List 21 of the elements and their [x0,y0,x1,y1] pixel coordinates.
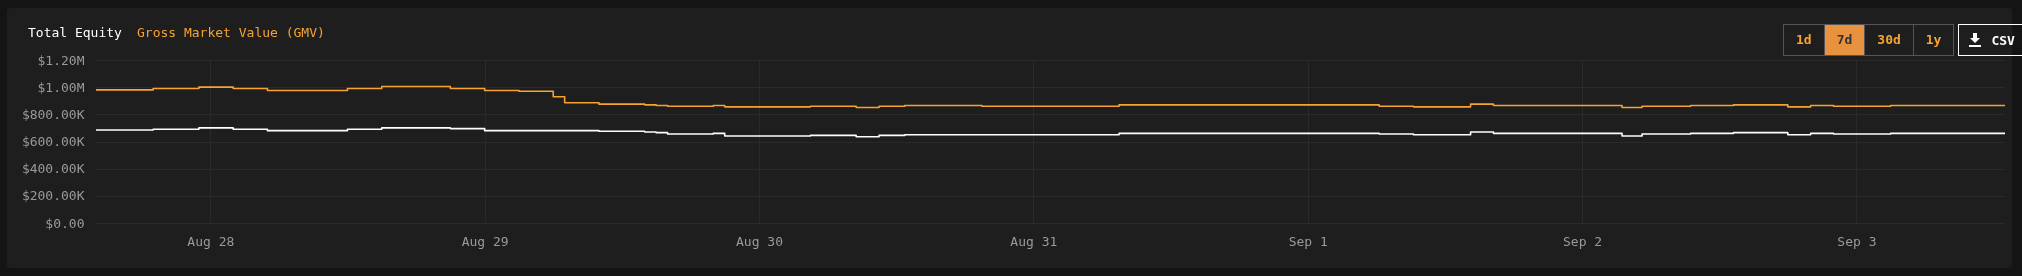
text: CSV [1991,32,2015,48]
text: 30d [1864,25,1913,55]
x-tick-label: Aug 28 [187,233,235,249]
y-tick-label: $0.00 [45,215,85,231]
x-tick-label: Sep 3 [1837,233,1877,249]
y-tick-label: $800.00K [21,106,85,122]
x-tick-label: Sep 2 [1562,233,1603,249]
y-tick-label: $1.20M [37,52,85,68]
y-tick-label: $400.00K [21,161,85,177]
text: Total Equity [28,24,123,40]
text: 1d [1795,31,1813,49]
y-tick-label: $200.00K [21,188,85,204]
x-tick-label: Aug 29 [461,233,509,249]
text: 1y [1912,25,1954,55]
text: 7d [1823,25,1865,55]
x-tick-label: Aug 31 [1010,233,1058,249]
x-tick-label: Sep 1 [1288,233,1328,249]
y-tick-label: $1.00M [37,79,85,95]
y-tick-label: $600.00K [21,134,85,149]
text: Gross Market Value (GMV) [137,24,325,40]
x-tick-label: Aug 30 [736,233,783,249]
